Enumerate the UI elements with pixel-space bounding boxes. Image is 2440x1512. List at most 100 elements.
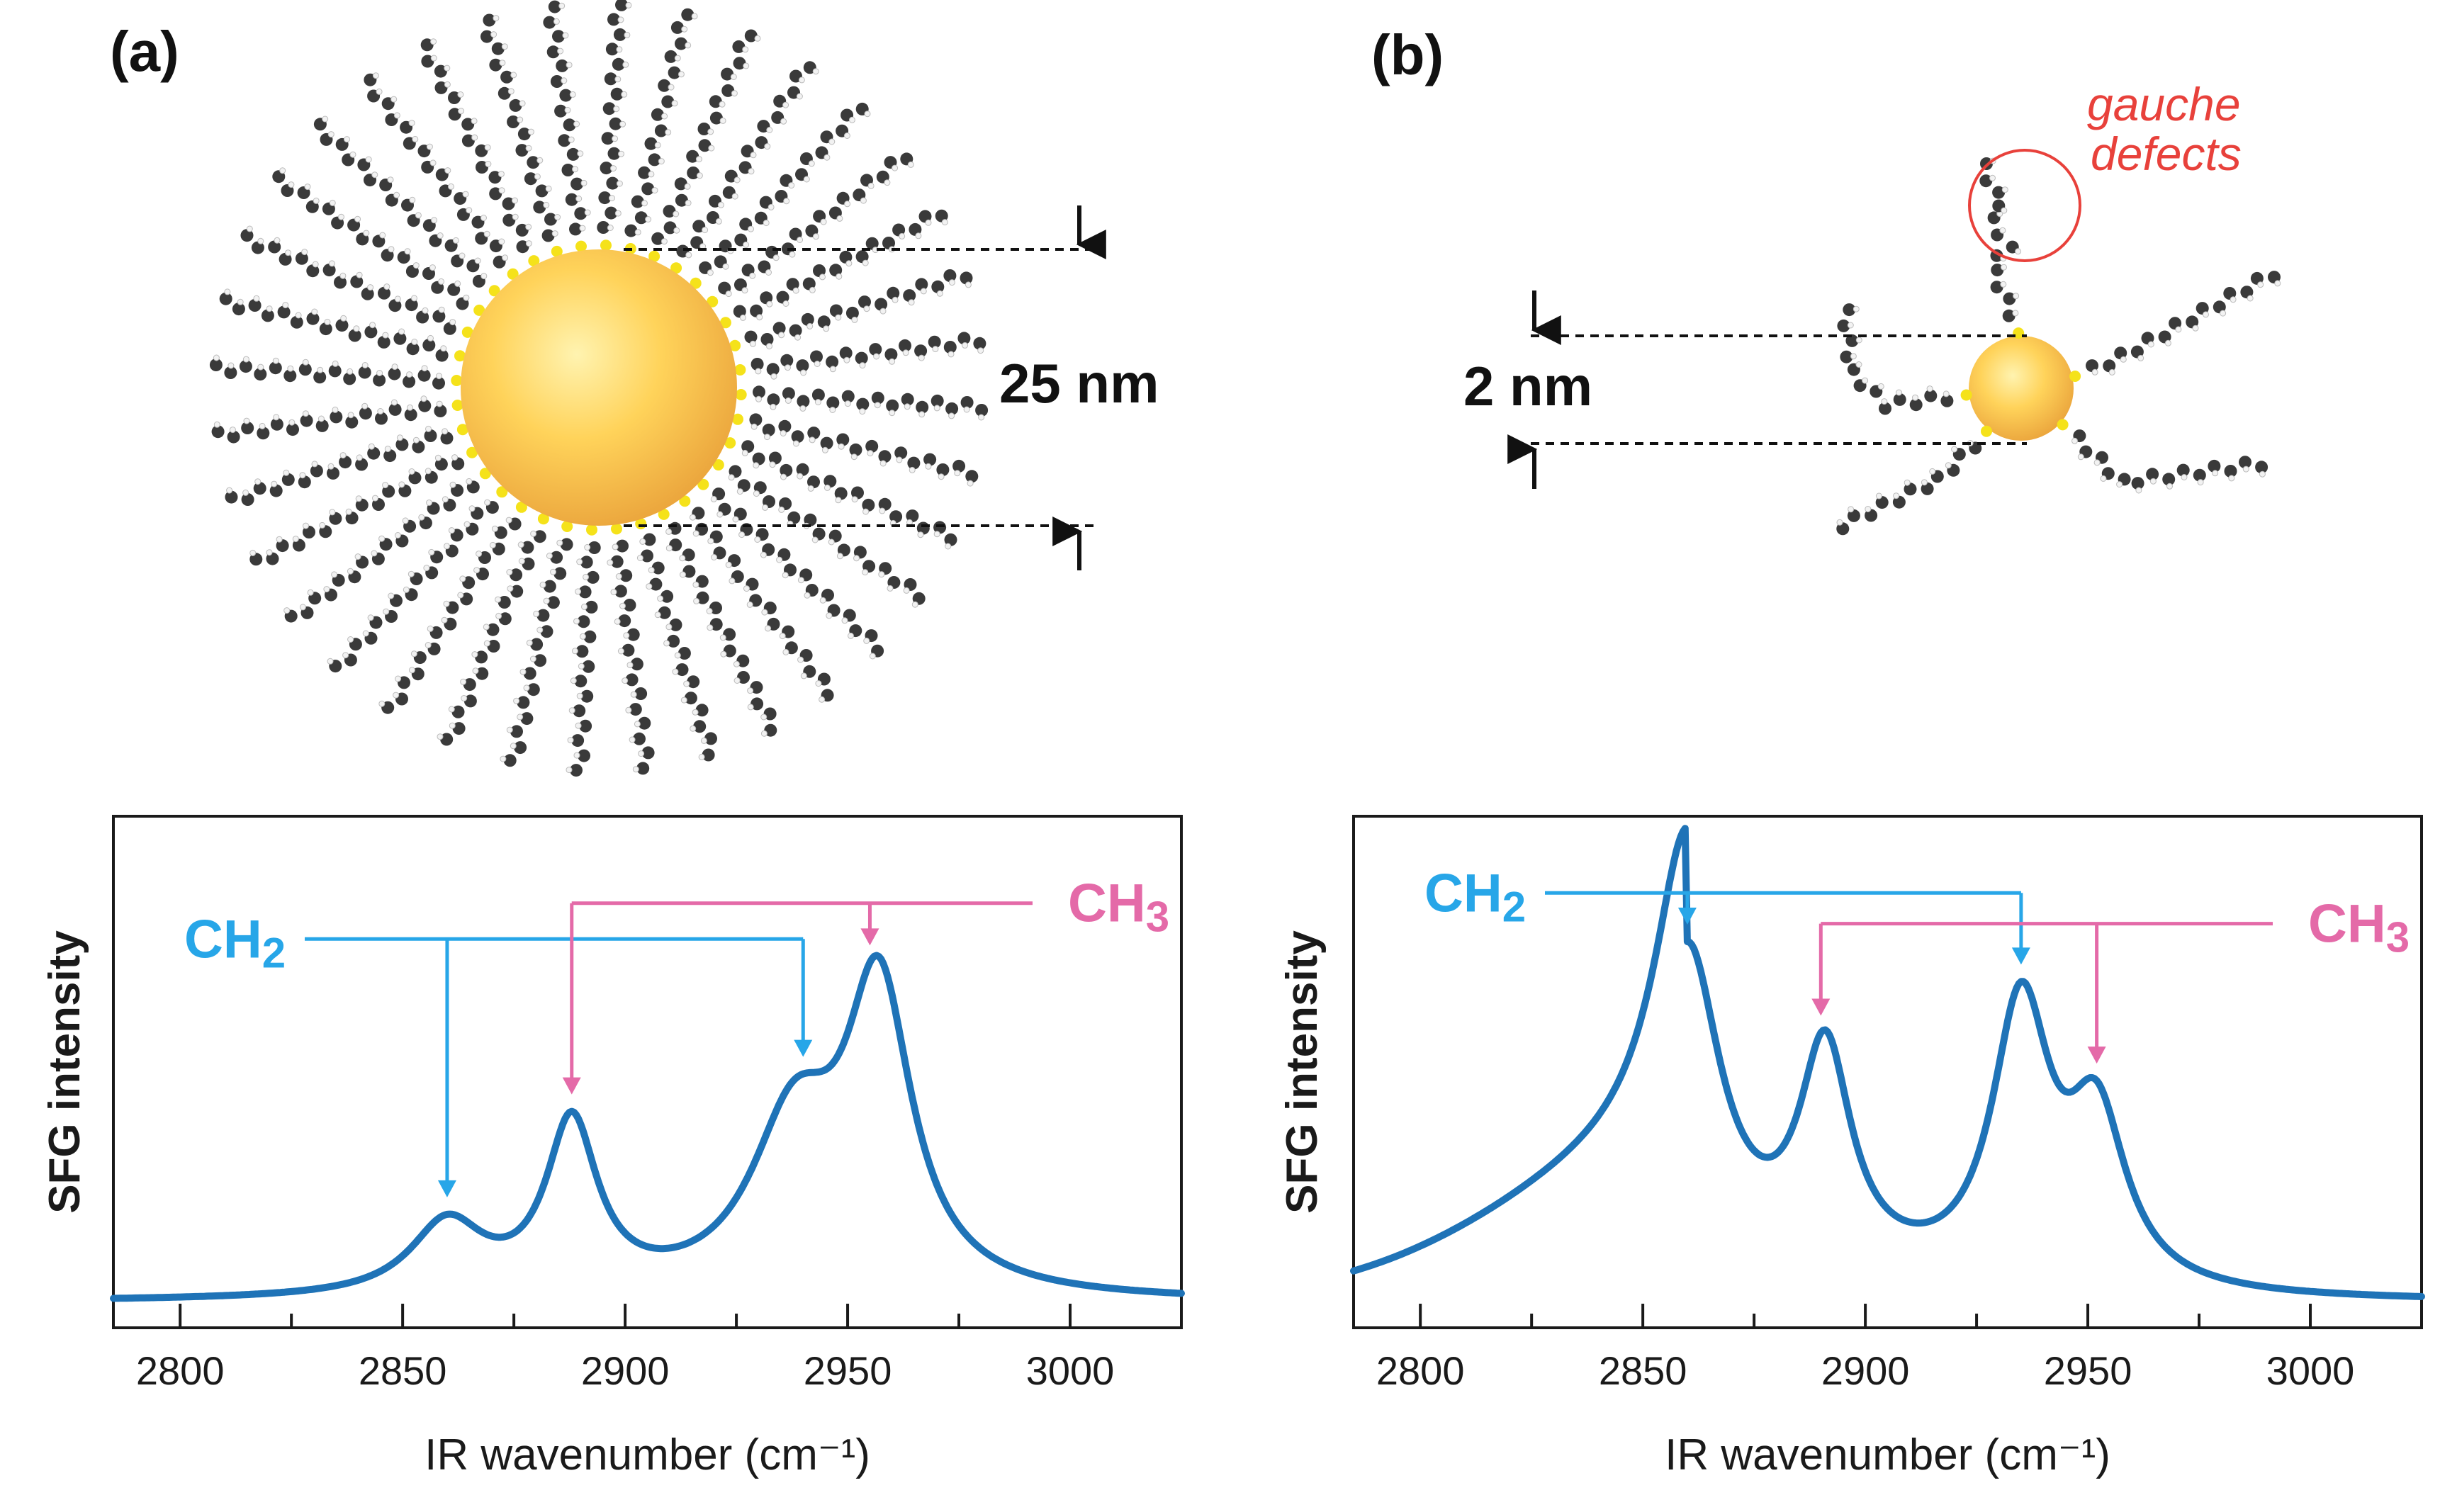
ligand-atom-h xyxy=(383,608,390,615)
annotation-label-ch3: CH3 xyxy=(2308,894,2410,961)
ligand-atom-h xyxy=(700,737,707,744)
ligand-atom xyxy=(463,678,476,692)
sfg-chart-a: 2800 2850 2900 2950 3000 IR wavenumber (cm⁻¹)… xyxy=(40,815,1185,1479)
ligand-atom xyxy=(565,193,578,206)
ligand-atom-h xyxy=(948,351,955,358)
ligand-atom xyxy=(412,440,425,453)
ligand-atom-h xyxy=(679,555,686,562)
ligand-atom-h xyxy=(518,558,525,565)
thiol-dot xyxy=(658,508,670,520)
ligand-atom-h xyxy=(765,269,772,276)
ligand-atom-h xyxy=(530,530,537,537)
ligand-atom-h xyxy=(437,232,444,239)
ligand-atom-h xyxy=(783,198,790,205)
ligand-atom xyxy=(241,493,254,506)
ligand-atom-h xyxy=(764,434,770,441)
ligand-atom-small xyxy=(1875,496,1889,509)
ligand-atom xyxy=(434,405,447,417)
ligand-atom-h xyxy=(948,412,955,419)
ligand-atom xyxy=(364,325,378,339)
ligand-atom xyxy=(582,660,595,673)
ligand-atom xyxy=(772,322,786,335)
ligand-atom-small-h xyxy=(2120,356,2127,363)
ligand-atom-small-h xyxy=(1893,492,1900,500)
ligand-atom xyxy=(894,446,908,460)
ligand-atom-small xyxy=(1840,350,1853,363)
ligand-atom-h xyxy=(612,543,619,551)
ligand-atom-h xyxy=(583,573,590,580)
ligand-atom xyxy=(660,589,674,603)
ligand-atom xyxy=(906,509,919,523)
ligand-atom-h xyxy=(545,185,552,192)
ligand-atom-small xyxy=(2114,346,2127,360)
ligand-atom-h xyxy=(345,508,352,515)
ligand-atom-h xyxy=(224,288,231,295)
thiol-dot xyxy=(561,521,573,532)
ligand-atom-h xyxy=(654,611,661,619)
ligand-atom xyxy=(315,419,329,432)
ligand-atom-h xyxy=(770,403,777,410)
ligand-atom xyxy=(887,286,900,300)
ligand-atom-h xyxy=(808,160,815,167)
ligand-atom-h xyxy=(463,294,470,301)
ligand-atom-h xyxy=(716,511,724,518)
ligand-atom xyxy=(626,628,640,641)
ligand-atom-small-h xyxy=(1865,506,1872,512)
ligand-atom-h xyxy=(909,466,916,473)
ligand-atom-h xyxy=(454,280,461,287)
ligand-atom-h xyxy=(889,358,896,365)
ligand-atom-h xyxy=(826,612,833,619)
ligand-atom-small-h xyxy=(1999,227,2006,234)
ligand-atom xyxy=(845,306,859,320)
panel-b-label: (b) xyxy=(1371,23,1444,86)
ligand-atom xyxy=(509,98,522,112)
ligand-atom-small xyxy=(2002,309,2015,322)
ligand-atom-small-h xyxy=(2015,248,2022,255)
ligand-atom-small-h xyxy=(1875,492,1882,500)
ligand-atom-small-h xyxy=(2001,207,2008,214)
ligand-atom-h xyxy=(733,677,741,684)
ligand-atom-small xyxy=(1991,264,2004,277)
ligand-atom-h xyxy=(812,233,819,240)
ligand-atom xyxy=(261,309,274,322)
ligand-atom xyxy=(393,332,407,345)
ligand-atom-small-h xyxy=(2166,483,2173,490)
ligand-atom-h xyxy=(749,272,756,279)
ligand-atom xyxy=(610,87,624,101)
ligand-atom xyxy=(826,355,839,368)
ligand-atom xyxy=(741,440,755,453)
ligand-atom xyxy=(643,533,656,546)
size-label-25nm: 25 nm xyxy=(999,352,1159,414)
ligand-atom-h xyxy=(564,106,571,113)
ligand-atom xyxy=(602,102,616,115)
ligand-atom-h xyxy=(457,592,464,599)
ligand-atom-h xyxy=(536,157,544,164)
ligand-atom-h xyxy=(459,252,466,259)
ligand-atom-h xyxy=(451,454,459,461)
ligand-atom xyxy=(744,330,758,344)
ligand-atom-h xyxy=(691,13,698,20)
ligand-atom-h xyxy=(750,423,758,430)
thiol-dot xyxy=(551,245,563,257)
ligand-atom xyxy=(664,50,678,63)
ligand-atom-h xyxy=(765,625,772,632)
ligand-atom-h xyxy=(581,603,587,610)
ligand-atom-h xyxy=(471,118,478,125)
ligand-atom-small xyxy=(2224,465,2237,478)
ligand-atom xyxy=(767,393,780,407)
ligand-atom-h xyxy=(408,468,415,475)
ligand-atom-h xyxy=(507,585,514,592)
ligand-atom-h xyxy=(811,536,819,543)
ligand-atom-h xyxy=(382,482,389,489)
ligand-atom xyxy=(527,156,540,169)
ligand-atom-h xyxy=(750,152,757,159)
ligand-atom-small xyxy=(1845,334,1859,347)
ligand-atom-h xyxy=(660,238,668,245)
ligand-atom-h xyxy=(815,680,822,687)
ligand-atom xyxy=(960,271,973,285)
ligand-atom xyxy=(721,84,735,97)
ligand-atom xyxy=(417,368,431,382)
ligand-atom-h xyxy=(568,707,575,714)
ligand-atom-h xyxy=(899,232,906,239)
ligand-atom-h xyxy=(379,232,386,239)
